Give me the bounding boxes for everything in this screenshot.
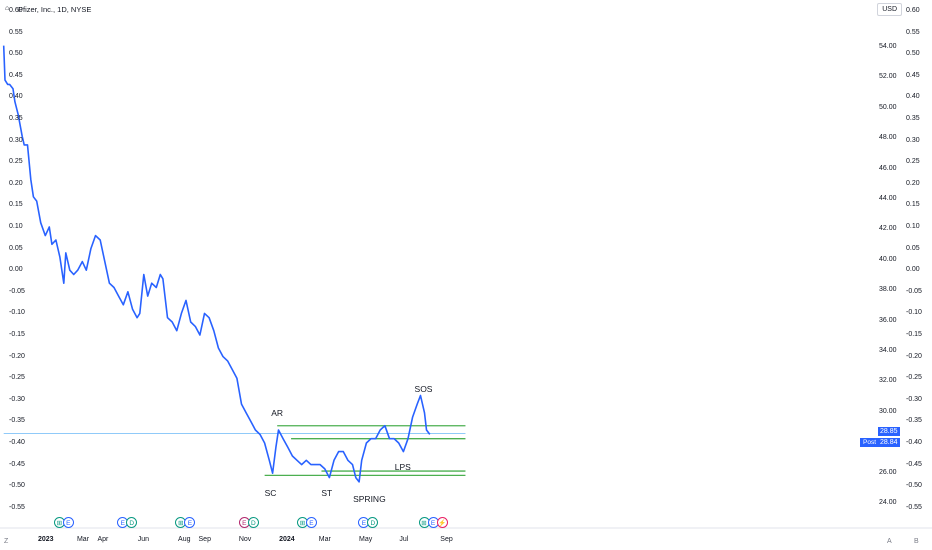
x-tick-label: Jun (137, 536, 150, 543)
x-tick-label: Jul (399, 536, 409, 543)
y-right-tick-label: 0.55 (906, 28, 920, 36)
price-tick-label: 32.00 (879, 377, 897, 385)
last-price-tag: 28.85 (878, 427, 900, 436)
y-right-tick-label: -0.50 (906, 482, 922, 490)
price-tick-label: 42.00 (879, 225, 897, 233)
y-right-tick-label: 0.20 (906, 179, 920, 187)
price-tick-label: 52.00 (879, 73, 897, 81)
y-right-tick-label: -0.05 (906, 287, 922, 295)
y-left-tick-label: -0.10 (9, 309, 25, 317)
symbol-icon: ⌂ (5, 5, 10, 12)
y-left-tick-label: 0.25 (9, 158, 23, 166)
y-right-tick-label: -0.20 (906, 352, 922, 360)
price-tick-label: 38.00 (879, 286, 897, 294)
event-earn-icon[interactable]: E (184, 517, 196, 528)
y-left-tick-label: -0.40 (9, 439, 25, 446)
y-right-tick-label: 0.60 (906, 7, 920, 14)
post-market-label: Post (860, 438, 880, 447)
y-left-tick-label: -0.20 (9, 352, 25, 360)
annotation-label-ar: AR (271, 407, 283, 418)
post-price-tag: 28.84 (878, 438, 900, 447)
annotation-label-lps: LPS (394, 461, 411, 472)
y-right-tick-label: 0.25 (906, 158, 920, 166)
event-earn-icon[interactable]: E (305, 517, 317, 528)
y-right-tick-label: -0.55 (906, 503, 922, 511)
y-left-tick-label: 0.35 (9, 115, 23, 122)
y-left-tick-label: -0.50 (9, 482, 25, 490)
annotation-label-spring: SPRING (353, 494, 386, 505)
y-left-tick-label: -0.55 (9, 503, 25, 511)
y-left-tick-label: 0.15 (9, 201, 23, 209)
scale-toggle-button[interactable]: B (914, 538, 919, 545)
y-right-tick-label: -0.25 (906, 374, 922, 382)
price-tick-label: 50.00 (879, 103, 897, 111)
price-tick-label: 24.00 (879, 499, 897, 506)
y-left-tick-label: 0.05 (9, 244, 23, 252)
event-div-icon[interactable]: D (247, 517, 259, 528)
x-tick-label: Nov (238, 536, 252, 543)
x-tick-label: Mar (76, 536, 90, 543)
x-tick-label: 2023 (38, 536, 54, 543)
y-right-tick-label: 0.15 (906, 201, 920, 209)
y-left-tick-label: -0.35 (9, 417, 25, 425)
x-tick-label: Mar (318, 536, 331, 543)
y-right-tick-label: -0.40 (906, 439, 922, 446)
y-right-tick-label: 0.40 (906, 93, 920, 101)
y-left-tick-label: 0.60 (9, 7, 23, 14)
price-tick-label: 40.00 (879, 255, 897, 263)
y-right-tick-label: 0.30 (906, 136, 920, 144)
x-tick-label: 2024 (279, 536, 295, 543)
y-right-tick-label: 0.10 (906, 223, 920, 230)
y-right-tick-label: -0.10 (906, 309, 922, 317)
y-left-tick-label: -0.15 (9, 331, 25, 338)
currency-button[interactable]: USD (877, 3, 902, 16)
x-tick-label: Apr (97, 536, 109, 543)
event-div-icon[interactable]: D (126, 517, 138, 528)
chart-title: Pfizer, Inc., 1D, NYSE (18, 5, 92, 14)
y-right-tick-label: 0.45 (906, 71, 920, 79)
y-right-tick-label: 0.50 (906, 50, 920, 58)
y-left-tick-label: 0.10 (9, 223, 23, 230)
price-tick-label: 30.00 (879, 407, 897, 415)
y-left-tick-label: 0.45 (9, 71, 23, 79)
price-tick-label: 46.00 (879, 164, 897, 172)
y-left-tick-label: -0.45 (9, 460, 25, 468)
event-div-icon[interactable]: D (367, 517, 379, 528)
y-right-tick-label: 0.00 (906, 266, 920, 274)
auto-scale-button[interactable]: A (887, 538, 892, 545)
x-tick-label: Sep (198, 536, 211, 543)
price-tick-label: 34.00 (879, 347, 897, 354)
y-right-tick-label: 0.35 (906, 115, 920, 122)
price-tick-label: 26.00 (879, 468, 897, 476)
zoom-reset-icon[interactable]: Z (4, 538, 9, 545)
y-left-tick-label: 0.20 (9, 179, 23, 187)
y-left-tick-label: -0.30 (9, 395, 25, 403)
x-tick-label: May (359, 536, 373, 543)
y-right-tick-label: -0.15 (906, 331, 922, 338)
price-tick-label: 36.00 (879, 316, 897, 324)
y-right-tick-label: -0.45 (906, 460, 922, 468)
price-tick-label: 44.00 (879, 195, 897, 202)
x-tick-label: Sep (440, 536, 453, 543)
y-left-tick-label: 0.55 (9, 28, 23, 36)
price-tick-label: 54.00 (879, 43, 897, 50)
x-tick-label: Aug (178, 536, 191, 543)
annotation-label-st: ST (321, 487, 333, 498)
y-right-tick-label: -0.30 (906, 395, 922, 403)
price-line-series (2, 45, 431, 483)
y-left-tick-label: -0.25 (9, 374, 25, 382)
y-left-tick-label: 0.50 (9, 50, 23, 58)
annotation-label-sos: SOS (414, 384, 433, 394)
price-tick-label: 48.00 (879, 134, 897, 142)
annotation-label-sc: SC (264, 487, 277, 498)
y-left-tick-label: 0.00 (9, 266, 23, 274)
event-spl-icon[interactable]: ⚡ (436, 517, 448, 528)
y-left-tick-label: 0.40 (9, 93, 23, 101)
y-left-tick-label: -0.05 (9, 287, 25, 295)
y-right-tick-label: -0.35 (906, 417, 922, 425)
y-left-tick-label: 0.30 (9, 136, 23, 144)
y-right-tick-label: 0.05 (906, 244, 920, 252)
event-earn-icon[interactable]: E (62, 517, 74, 528)
